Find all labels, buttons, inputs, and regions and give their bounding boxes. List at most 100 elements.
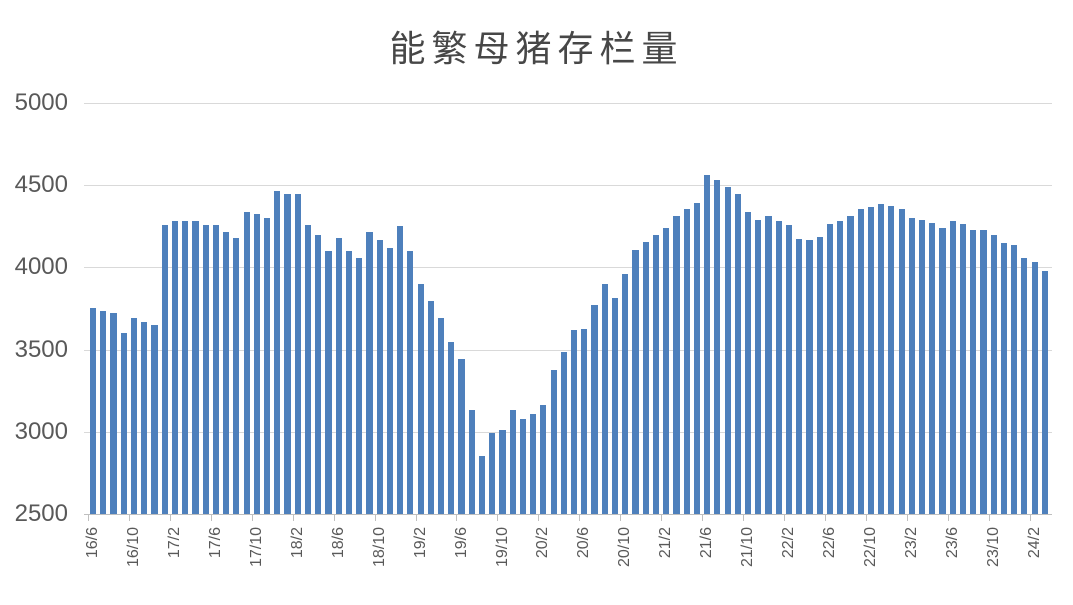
x-axis-tick bbox=[579, 515, 581, 521]
bar bbox=[530, 413, 537, 514]
bar bbox=[253, 213, 260, 514]
bar bbox=[212, 224, 220, 514]
bar bbox=[110, 313, 117, 514]
y-axis-label: 3000 bbox=[14, 417, 68, 445]
bar bbox=[755, 219, 762, 514]
bar bbox=[734, 194, 741, 514]
x-axis-label: 18/6 bbox=[329, 527, 347, 559]
bar bbox=[929, 223, 936, 514]
x-axis-tick bbox=[988, 515, 990, 521]
bar bbox=[1021, 257, 1028, 514]
x-axis-tick bbox=[169, 515, 171, 521]
bar bbox=[980, 229, 987, 514]
y-axis-label: 4000 bbox=[14, 253, 68, 281]
bar bbox=[366, 232, 373, 514]
x-axis-tick bbox=[333, 515, 335, 521]
bar bbox=[100, 310, 107, 514]
y-axis-label: 5000 bbox=[14, 89, 68, 116]
bar bbox=[325, 250, 332, 514]
bar bbox=[304, 225, 312, 514]
bar bbox=[826, 223, 834, 514]
bar bbox=[417, 283, 424, 514]
bar bbox=[448, 342, 455, 514]
bar bbox=[571, 329, 578, 514]
x-axis-label: 22/10 bbox=[861, 527, 879, 568]
bar bbox=[683, 209, 690, 514]
x-axis-label: 23/2 bbox=[902, 527, 920, 559]
x-axis-tick bbox=[620, 515, 622, 521]
x-axis-label: 21/2 bbox=[657, 527, 675, 559]
bar bbox=[714, 180, 721, 514]
x-axis-label: 16/10 bbox=[125, 527, 143, 568]
bar bbox=[202, 225, 209, 514]
bar bbox=[745, 212, 752, 514]
x-axis-tick bbox=[497, 515, 499, 521]
bar bbox=[970, 229, 977, 514]
x-axis-tick bbox=[538, 515, 540, 521]
bar bbox=[223, 232, 230, 514]
bar bbox=[437, 318, 445, 514]
bar bbox=[550, 370, 557, 514]
bar bbox=[601, 283, 608, 514]
bar bbox=[468, 409, 475, 514]
gridline bbox=[84, 103, 1052, 104]
x-axis-label: 16/6 bbox=[84, 527, 102, 559]
bar bbox=[775, 221, 782, 514]
x-axis-label: 22/2 bbox=[780, 527, 797, 559]
bar bbox=[264, 218, 271, 514]
y-axis-label: 2500 bbox=[14, 500, 68, 527]
x-axis-tick bbox=[865, 515, 867, 521]
bar bbox=[284, 194, 291, 514]
bar bbox=[837, 220, 844, 514]
x-axis-tick bbox=[88, 515, 89, 521]
x-axis-tick bbox=[824, 515, 826, 521]
bar bbox=[816, 236, 823, 514]
x-axis-label: 21/6 bbox=[698, 527, 716, 559]
bar bbox=[519, 418, 527, 514]
bar bbox=[847, 216, 854, 514]
bar bbox=[908, 218, 915, 514]
bar bbox=[878, 204, 885, 514]
x-axis-tick bbox=[415, 515, 417, 521]
bar bbox=[673, 216, 680, 514]
bar bbox=[622, 273, 629, 514]
bar bbox=[560, 352, 567, 514]
bar bbox=[130, 318, 138, 514]
bar bbox=[632, 250, 639, 514]
x-axis-label: 18/10 bbox=[370, 527, 388, 568]
bar bbox=[397, 226, 404, 514]
x-axis-label: 17/2 bbox=[166, 527, 183, 559]
bar bbox=[611, 297, 619, 514]
x-axis-tick bbox=[661, 515, 663, 521]
bar bbox=[949, 220, 956, 514]
bar bbox=[540, 404, 547, 514]
x-axis-label: 21/10 bbox=[739, 527, 757, 568]
bar bbox=[1041, 270, 1048, 514]
x-axis-tick bbox=[128, 515, 130, 521]
bar bbox=[785, 225, 793, 514]
chart-title: 能繁母猪存栏量 bbox=[389, 29, 684, 70]
bar bbox=[652, 234, 660, 514]
bar bbox=[315, 234, 322, 514]
bar bbox=[918, 219, 926, 514]
x-axis-line bbox=[84, 514, 1052, 515]
x-axis-tick bbox=[947, 515, 949, 521]
bar bbox=[591, 305, 598, 514]
bar bbox=[765, 215, 772, 514]
x-axis-tick bbox=[292, 515, 294, 521]
bar bbox=[478, 456, 486, 514]
bar bbox=[407, 250, 414, 514]
x-axis-label: 18/2 bbox=[288, 527, 306, 559]
bar bbox=[458, 359, 465, 514]
bar bbox=[939, 227, 946, 514]
x-axis-label: 20/2 bbox=[534, 527, 552, 559]
bar bbox=[120, 333, 127, 514]
bar bbox=[427, 301, 434, 514]
bar bbox=[663, 227, 670, 514]
bar bbox=[990, 234, 997, 514]
bar bbox=[1031, 262, 1038, 514]
gridline bbox=[84, 431, 1052, 433]
x-axis-label: 19/2 bbox=[411, 527, 429, 559]
bar bbox=[90, 307, 97, 514]
bar bbox=[959, 223, 967, 514]
